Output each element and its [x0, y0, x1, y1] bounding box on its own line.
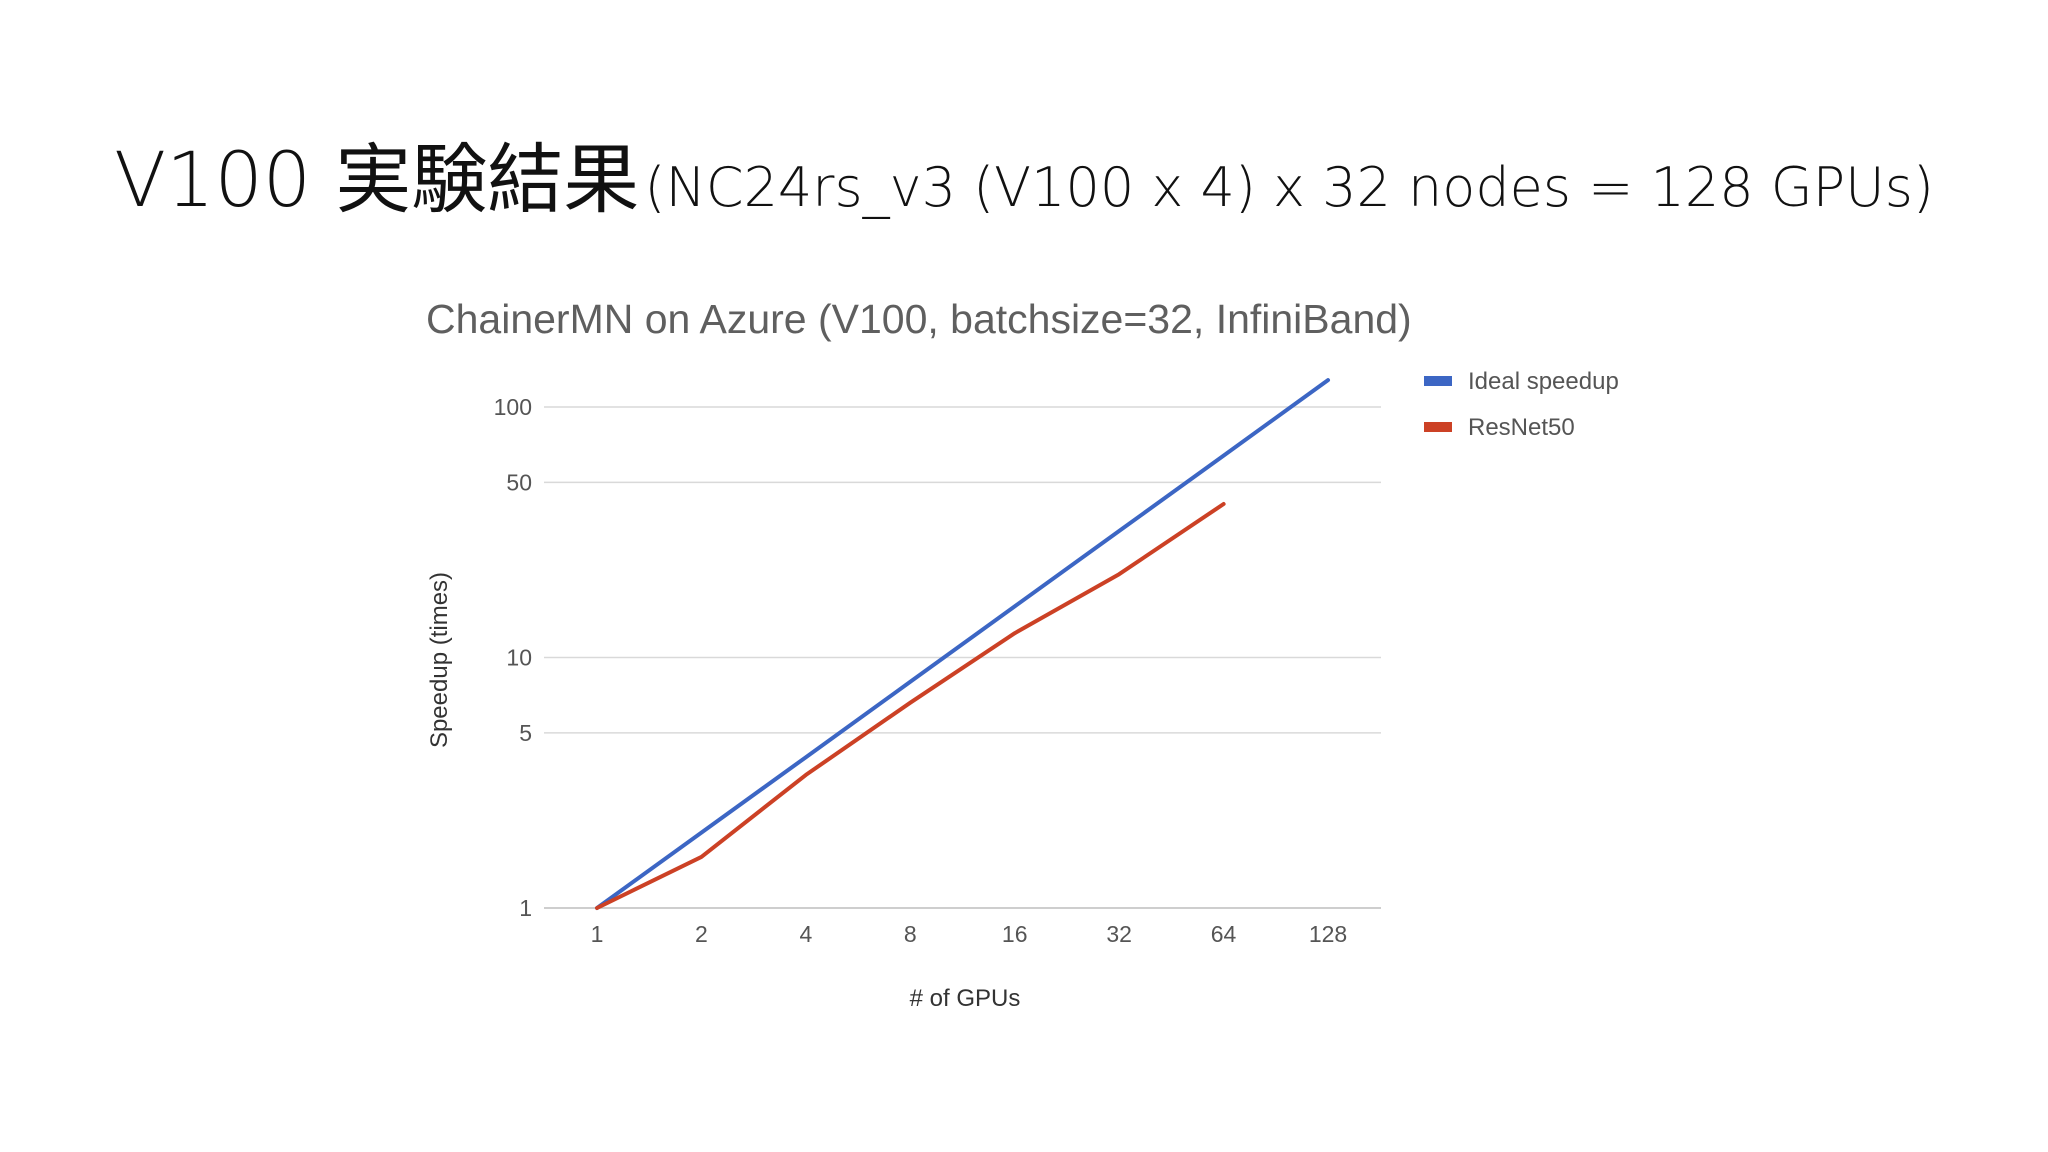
x-tick-label: 2 [695, 921, 708, 947]
y-axis-title: Speedup (times) [426, 572, 453, 748]
x-tick-label: 16 [1002, 921, 1028, 947]
legend: Ideal speedup ResNet50 [1424, 368, 1619, 441]
y-tick-label: 100 [494, 394, 532, 420]
x-tick-label: 32 [1106, 921, 1132, 947]
legend-swatch [1424, 376, 1452, 386]
x-tick-labels: 1 2 4 8 16 32 64 128 [591, 921, 1348, 947]
legend-label: ResNet50 [1468, 414, 1575, 441]
slide-title: V100 実験結果 (NC24rs_v3 (V100 x 4) x 32 nod… [0, 118, 2048, 228]
legend-swatch [1424, 422, 1452, 432]
series-line-resnet50 [595, 502, 1226, 910]
y-tick-label: 50 [506, 469, 532, 495]
x-tick-label: 64 [1211, 921, 1237, 947]
chart-title: ChainerMN on Azure (V100, batchsize=32, … [426, 296, 1412, 342]
y-tick-label: 10 [506, 645, 532, 671]
legend-label: Ideal speedup [1468, 368, 1619, 395]
y-tick-label: 5 [519, 720, 532, 746]
slide-title-sub: (NC24rs_v3 (V100 x 4) x 32 nodes = 128 G… [644, 156, 1934, 219]
x-tick-label: 8 [904, 921, 917, 947]
y-tick-labels: 1 5 10 50 100 [494, 394, 532, 921]
series-lines [595, 378, 1330, 910]
y-tick-label: 1 [519, 895, 532, 921]
x-tick-label: 4 [799, 921, 812, 947]
grid-lines [544, 406, 1381, 909]
series-line-ideal-speedup [595, 378, 1330, 910]
x-tick-label: 1 [591, 921, 604, 947]
x-tick-label: 128 [1309, 921, 1347, 947]
x-axis-title: # of GPUs [910, 985, 1021, 1012]
slide-title-main: V100 実験結果 [114, 135, 640, 224]
